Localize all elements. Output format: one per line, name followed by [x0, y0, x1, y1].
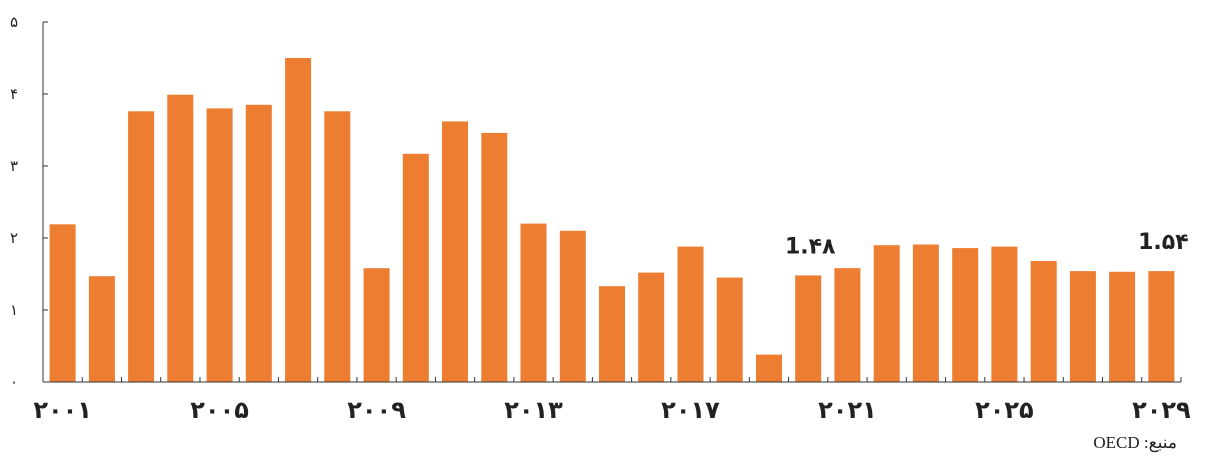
bar-2012	[481, 132, 508, 382]
bar-2004	[167, 94, 194, 382]
x-tick-label: ۲۰۱۷	[661, 396, 720, 424]
y-tick-label: ۰	[10, 373, 18, 391]
bar-2025	[991, 246, 1018, 382]
bar-2028	[1109, 271, 1136, 382]
data-label-2020: 1.۴۸	[785, 234, 836, 259]
bar-2024	[952, 248, 979, 382]
x-tick-label: ۲۰۱۳	[504, 396, 563, 424]
y-tick-label: ۳	[10, 157, 18, 175]
bar-2005	[206, 108, 233, 383]
x-tick-label: ۲۰۰۱	[33, 396, 92, 424]
axes-group	[42, 21, 1182, 383]
bar-2016	[638, 272, 665, 382]
bar-2001	[49, 224, 76, 382]
bar-2007	[285, 58, 312, 382]
x-tick-label: ۲۰۲۱	[818, 396, 877, 424]
x-tick-label: ۲۰۲۵	[975, 396, 1034, 424]
y-tick-label: ۲	[10, 229, 18, 247]
x-tick-label: ۲۰۰۵	[190, 396, 249, 424]
data-label-2029: 1.۵۴	[1138, 230, 1189, 255]
y-tick-label: ۵	[10, 13, 18, 31]
bar-2006	[245, 104, 272, 383]
bar-2022	[873, 245, 900, 382]
x-tick-label: ۲۰۲۹	[1132, 396, 1191, 424]
bar-2027	[1069, 271, 1096, 382]
bar-2009	[363, 268, 390, 382]
bar-2015	[599, 286, 625, 382]
bar-2029	[1148, 271, 1175, 382]
bar-2011	[442, 121, 468, 383]
bar-2010	[402, 153, 429, 382]
bar-2021	[834, 268, 861, 382]
bar-2019	[756, 354, 782, 382]
bar-2026	[1030, 261, 1057, 382]
source-note: منبع: OECD	[1093, 433, 1177, 452]
bar-2013	[520, 223, 547, 382]
labels-group: ۰ ۱ ۲ ۳ ۴ ۵ ۲۰۰۱ ۲۰۰۵ ۲۰۰۹ ۲۰۱۳ ۲۰۱۷ ۲۰۲۱ ۲۰۲۵ ۲۰۲۹ 1.…	[10, 13, 1191, 424]
bar-2020	[795, 275, 822, 382]
x-tick-label: ۲۰۰۹	[347, 396, 406, 424]
bar-2008	[324, 111, 351, 383]
bar-2017	[677, 246, 704, 382]
y-tick-label: ۴	[10, 85, 18, 103]
bar-2003	[128, 111, 155, 383]
bar-2018	[716, 277, 743, 382]
y-tick-label: ۱	[10, 301, 18, 319]
bar-2023	[912, 244, 939, 382]
bar-2014	[559, 230, 586, 382]
bars-group	[49, 58, 1175, 383]
bar-2002	[88, 276, 115, 382]
